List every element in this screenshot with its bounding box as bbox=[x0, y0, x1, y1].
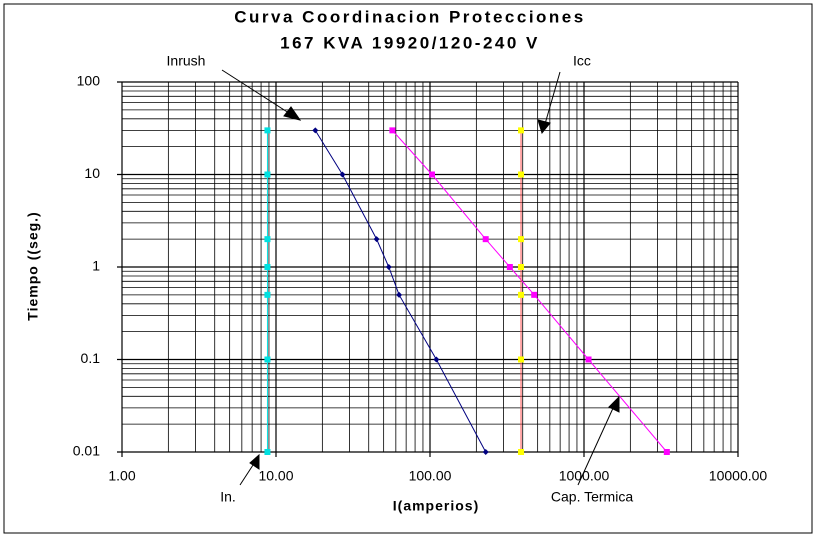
point bbox=[518, 264, 525, 270]
point bbox=[518, 171, 525, 178]
plot-area bbox=[264, 127, 670, 455]
annotation: Inrush bbox=[167, 53, 206, 69]
chart-title: Curva Coordinacion Protecciones bbox=[234, 7, 585, 26]
x-tick-label: 1.00 bbox=[108, 468, 135, 484]
arrowhead bbox=[283, 106, 302, 121]
point bbox=[373, 236, 380, 243]
point bbox=[531, 291, 538, 298]
x-tick-label: 10.00 bbox=[258, 468, 293, 484]
point bbox=[264, 236, 271, 243]
y-axis-label: Tiempo ((seg.) bbox=[25, 211, 41, 320]
arrowhead bbox=[537, 119, 551, 135]
chart-subtitle: 167 KVA 19920/120-240 V bbox=[280, 33, 540, 52]
point bbox=[264, 171, 271, 178]
x-tick-label: 100.00 bbox=[409, 468, 452, 484]
point bbox=[518, 127, 525, 134]
y-tick-label: 100 bbox=[77, 73, 101, 89]
point bbox=[433, 356, 440, 363]
point bbox=[264, 264, 271, 270]
point bbox=[339, 171, 346, 178]
annotation: In. bbox=[220, 489, 236, 505]
point bbox=[264, 291, 271, 298]
point bbox=[264, 356, 271, 363]
point bbox=[518, 449, 525, 455]
point bbox=[312, 127, 319, 134]
grid bbox=[117, 81, 739, 457]
point bbox=[264, 127, 271, 134]
arrowhead bbox=[608, 395, 620, 413]
arrow bbox=[221, 69, 293, 116]
x-tick-label: 10000.00 bbox=[709, 468, 768, 484]
point bbox=[482, 236, 489, 243]
arrow bbox=[544, 71, 561, 125]
annotation: Icc bbox=[573, 53, 591, 69]
point bbox=[518, 236, 525, 243]
point bbox=[428, 171, 435, 178]
x-tick-label: 1000.00 bbox=[559, 468, 610, 484]
point bbox=[389, 127, 396, 134]
y-tick-label: 0.1 bbox=[81, 350, 101, 366]
point bbox=[518, 291, 525, 298]
point bbox=[506, 264, 513, 270]
arrow bbox=[239, 461, 256, 486]
y-tick-label: 0.01 bbox=[73, 443, 100, 459]
point bbox=[396, 291, 403, 298]
point bbox=[585, 356, 592, 363]
x-axis-label: I(amperios) bbox=[393, 498, 479, 514]
annotations bbox=[221, 69, 620, 486]
point bbox=[663, 449, 670, 455]
frame bbox=[3, 3, 813, 534]
point bbox=[482, 449, 489, 455]
arrowhead bbox=[249, 453, 260, 470]
point bbox=[264, 449, 271, 455]
arrow bbox=[577, 405, 615, 486]
annotation: Cap. Termica bbox=[551, 489, 633, 505]
point bbox=[385, 264, 392, 270]
y-tick-label: 10 bbox=[84, 165, 100, 181]
point bbox=[518, 356, 525, 363]
y-tick-label: 1 bbox=[92, 258, 100, 274]
